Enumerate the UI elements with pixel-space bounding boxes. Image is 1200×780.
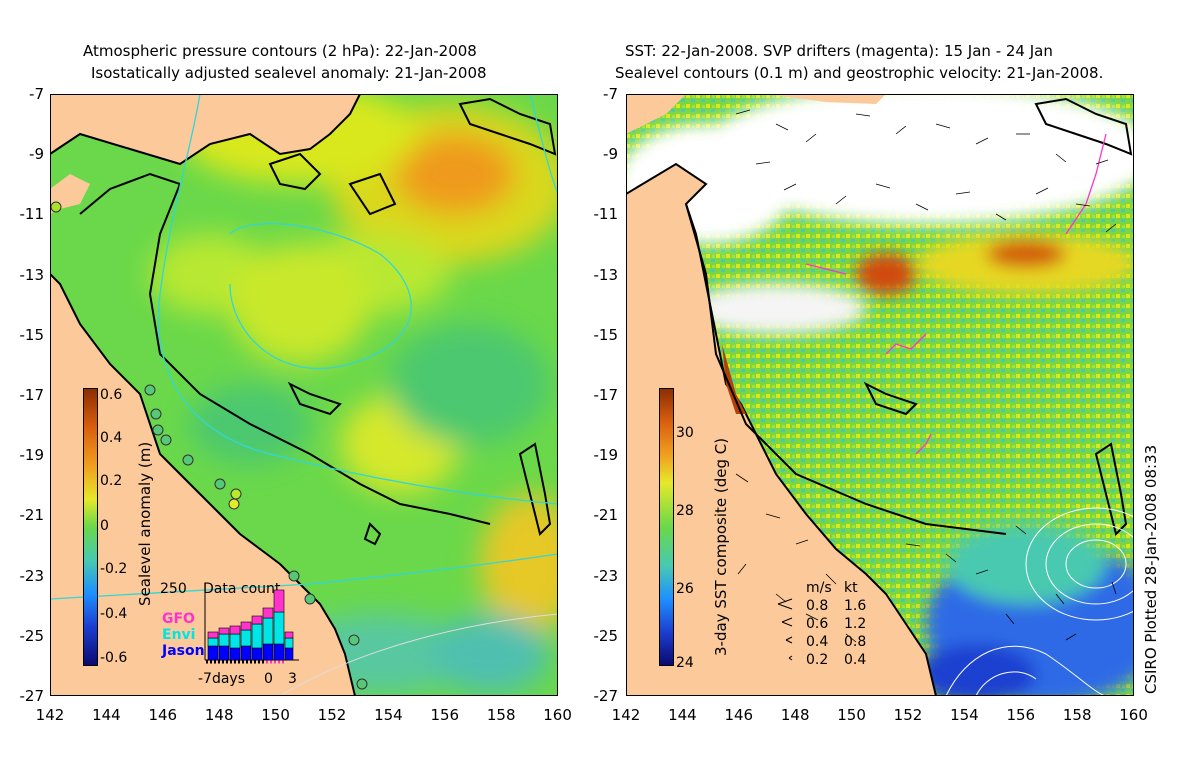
inset-x-zero: 0 xyxy=(264,671,273,687)
x-tick-label: 150 xyxy=(261,706,290,724)
x-tick-label: 154 xyxy=(950,706,979,724)
y-tick-label: -27 xyxy=(19,687,45,705)
speed-legend-kt: 0.8 xyxy=(844,634,867,650)
speed-legend-ms: 0.8 xyxy=(806,598,829,614)
sst-map[interactable]: 30 28 26 24 3-day SST composite (deg C) … xyxy=(626,94,1134,696)
x-tick-label: 148 xyxy=(204,706,234,724)
x-tick-label: 156 xyxy=(430,706,460,724)
speed-legend-kt: 1.6 xyxy=(844,598,867,614)
y-tick-label: -7 xyxy=(603,85,618,103)
x-tick-label: 144 xyxy=(92,706,121,724)
y-tick-label: -27 xyxy=(593,687,619,705)
speed-legend-header-kt: kt xyxy=(844,580,858,596)
inset-title: Data count xyxy=(203,581,281,597)
y-tick-label: -15 xyxy=(593,325,619,344)
colorbar-tick: -0.6 xyxy=(100,650,128,666)
x-tick-label: 150 xyxy=(837,706,866,724)
x-tick-label: 142 xyxy=(35,706,65,724)
x-tick-label: 152 xyxy=(893,706,923,724)
speed-legend-ms: 0.4 xyxy=(806,634,829,650)
colorbar-tick: 0.2 xyxy=(100,473,123,489)
y-tick-label: -13 xyxy=(593,265,619,284)
speed-legend-kt: 0.4 xyxy=(844,652,867,668)
left-title-line2: Isostatically adjusted sealevel anomaly:… xyxy=(91,64,487,82)
credit-label: CSIRO Plotted 28-Jan-2008 08:33 xyxy=(1142,444,1160,694)
y-tick-label: -25 xyxy=(19,626,45,645)
colorbar-tick: 26 xyxy=(676,581,694,597)
x-tick-label: 156 xyxy=(1006,706,1036,724)
sealevel-map-graphic xyxy=(50,94,558,696)
colorbar-tick: 0 xyxy=(100,518,109,534)
y-tick-label: -19 xyxy=(593,446,619,465)
inset-x-left: -7days xyxy=(198,671,246,687)
x-tick-label: 146 xyxy=(148,706,178,724)
y-tick-label: -21 xyxy=(593,506,619,525)
speed-legend-kt: 1.2 xyxy=(844,616,867,632)
x-tick-label: 152 xyxy=(317,706,347,724)
y-tick-label: -17 xyxy=(593,386,619,404)
y-tick-label: -13 xyxy=(19,265,45,284)
colorbar-tick: 28 xyxy=(676,503,694,519)
y-tick-label: -23 xyxy=(19,566,45,585)
colorbar-tick: 0.6 xyxy=(100,387,123,403)
colorbar-tick: -0.2 xyxy=(100,561,128,577)
data-count-inset: 250 Data count GFO Envi Jason -7days 0 3 xyxy=(160,582,310,692)
y-tick-label: -21 xyxy=(19,506,45,525)
y-tick-label: -11 xyxy=(593,205,619,224)
y-tick-label: -9 xyxy=(603,145,618,164)
inset-gfo: GFO xyxy=(162,611,195,627)
y-tick-label: -19 xyxy=(19,446,45,465)
speed-legend-ms: 0.2 xyxy=(806,652,829,668)
speed-legend-header-ms: m/s xyxy=(806,580,832,596)
colorbar-tick: 30 xyxy=(676,425,694,441)
inset-x-right: 3 xyxy=(288,671,297,687)
colorbar-tick: -0.4 xyxy=(100,606,128,622)
inset-envi: Envi xyxy=(162,627,196,643)
x-tick-label: 158 xyxy=(1062,706,1092,724)
right-title-line2: Sealevel contours (0.1 m) and geostrophi… xyxy=(615,64,1104,82)
y-tick-label: -15 xyxy=(19,325,45,344)
x-tick-label: 148 xyxy=(780,706,810,724)
colorbar-tick: 24 xyxy=(676,655,694,671)
sealevel-colorbar xyxy=(83,388,98,666)
sst-colorbar-label: 3-day SST composite (deg C) xyxy=(712,437,730,656)
x-tick-label: 142 xyxy=(611,706,641,724)
y-tick-label: -23 xyxy=(593,566,619,585)
right-title-line1: SST: 22-Jan-2008. SVP drifters (magenta)… xyxy=(625,42,1053,60)
x-tick-label: 160 xyxy=(1119,706,1148,724)
x-tick-label: 158 xyxy=(486,706,516,724)
sealevel-anomaly-map[interactable]: 0.6 0.4 0.2 0 -0.2 -0.4 -0.6 Sealevel an… xyxy=(50,94,558,696)
left-title-line1: Atmospheric pressure contours (2 hPa): 2… xyxy=(83,42,477,60)
y-tick-label: -9 xyxy=(29,145,44,164)
y-tick-label: -7 xyxy=(29,85,44,103)
sst-colorbar xyxy=(659,388,674,666)
inset-bars xyxy=(204,588,299,664)
x-tick-label: 154 xyxy=(374,706,403,724)
inset-jason: Jason xyxy=(162,643,205,659)
y-tick-label: -17 xyxy=(19,386,45,404)
inset-ymax: 250 xyxy=(160,581,187,597)
x-tick-label: 146 xyxy=(724,706,754,724)
speed-legend-ms: 0.6 xyxy=(806,616,829,632)
sealevel-colorbar-label: Sealevel anomaly (m) xyxy=(136,441,154,606)
tide-gauge-markers xyxy=(50,201,368,690)
y-tick-label: -25 xyxy=(593,626,619,645)
x-tick-label: 160 xyxy=(543,706,572,724)
x-tick-label: 144 xyxy=(668,706,697,724)
colorbar-tick: 0.4 xyxy=(100,430,123,446)
sst-map-graphic xyxy=(626,94,1134,696)
y-tick-label: -11 xyxy=(19,205,45,224)
